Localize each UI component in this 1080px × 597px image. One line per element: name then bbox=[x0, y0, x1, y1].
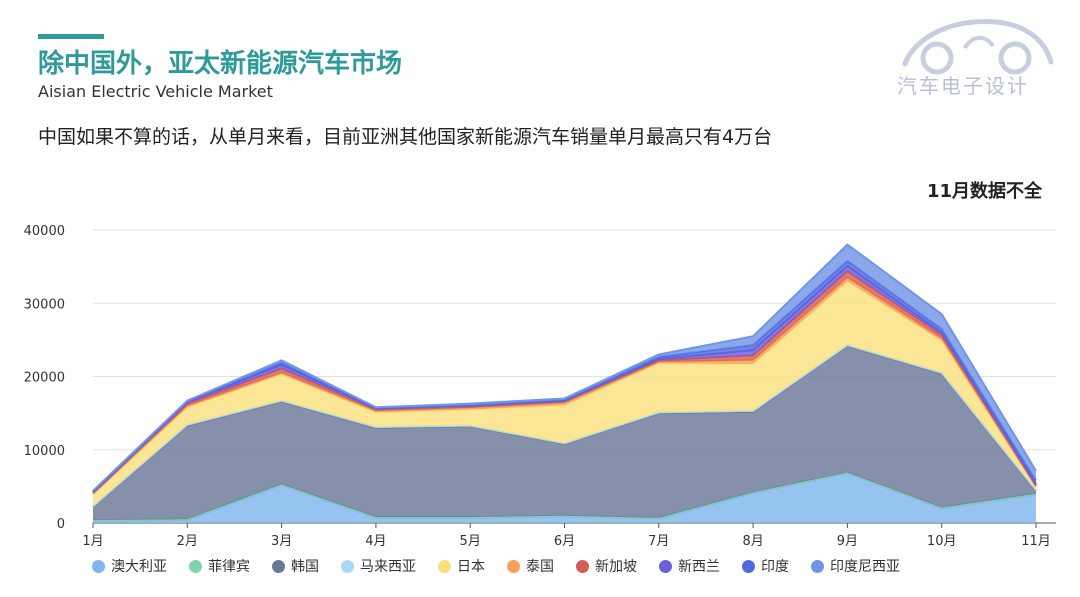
legend-item[interactable]: 日本 bbox=[438, 556, 485, 576]
area-韩国 bbox=[93, 345, 1036, 521]
legend-swatch bbox=[811, 559, 824, 573]
legend-item[interactable]: 印度尼西亚 bbox=[811, 556, 900, 576]
line-印度尼西亚 bbox=[92, 243, 1037, 492]
legend-swatch bbox=[659, 559, 672, 573]
area-日本 bbox=[93, 281, 1036, 507]
y-tick-label: 10000 bbox=[24, 444, 65, 459]
x-tick-label: 8月 bbox=[742, 534, 763, 549]
legend-item[interactable]: 泰国 bbox=[507, 556, 554, 576]
y-tick-label: 20000 bbox=[24, 371, 65, 386]
x-tick-label: 4月 bbox=[365, 534, 386, 549]
legend-item[interactable]: 韩国 bbox=[272, 556, 319, 576]
legend-swatch bbox=[438, 559, 451, 573]
logo-text: 汽车电子设计 bbox=[897, 74, 1029, 98]
legend-label: 印度尼西亚 bbox=[830, 559, 900, 575]
legend-label: 泰国 bbox=[526, 559, 554, 575]
legend-label: 菲律宾 bbox=[208, 559, 250, 575]
legend-item[interactable]: 澳大利亚 bbox=[92, 556, 167, 576]
page-title: 除中国外，亚太新能源汽车市场 bbox=[38, 49, 403, 79]
x-tick-label: 3月 bbox=[271, 534, 292, 549]
x-tick-label: 9月 bbox=[837, 534, 858, 549]
x-tick-label: 5月 bbox=[460, 534, 481, 549]
legend-label: 新西兰 bbox=[678, 559, 720, 575]
chart-legend: 澳大利亚 菲律宾 韩国 马来西亚 日本 泰国 新加坡 新西兰 印度 印度尼西亚 bbox=[92, 556, 922, 576]
y-tick-label: 30000 bbox=[24, 297, 65, 312]
legend-swatch bbox=[507, 559, 520, 573]
x-tick-label: 10月 bbox=[927, 534, 957, 549]
data-note: 11月数据不全 bbox=[926, 181, 1042, 202]
area-澳大利亚 bbox=[93, 473, 1036, 523]
legend-label: 马来西亚 bbox=[360, 559, 416, 575]
page-subtitle: Aisian Electric Vehicle Market bbox=[38, 82, 273, 101]
legend-label: 日本 bbox=[457, 559, 485, 575]
legend-item[interactable]: 印度 bbox=[742, 556, 789, 576]
legend-item[interactable]: 马来西亚 bbox=[341, 556, 416, 576]
x-tick-label: 6月 bbox=[554, 534, 575, 549]
y-tick-label: 40000 bbox=[24, 224, 65, 239]
y-tick-label: 0 bbox=[57, 517, 65, 532]
x-tick-label: 1月 bbox=[82, 534, 103, 549]
legend-item[interactable]: 菲律宾 bbox=[189, 556, 250, 576]
legend-swatch bbox=[189, 559, 202, 573]
legend-label: 新加坡 bbox=[595, 559, 637, 575]
x-tick-label: 2月 bbox=[177, 534, 198, 549]
title-accent-bar bbox=[38, 34, 104, 39]
headline-text: 中国如果不算的话，从单月来看，目前亚洲其他国家新能源汽车销量单月最高只有4万台 bbox=[38, 126, 773, 148]
legend-item[interactable]: 新加坡 bbox=[576, 556, 637, 576]
legend-swatch bbox=[272, 559, 285, 573]
legend-label: 韩国 bbox=[291, 559, 319, 575]
x-tick-label: 11月 bbox=[1021, 534, 1051, 549]
legend-item[interactable]: 新西兰 bbox=[659, 556, 720, 576]
legend-swatch bbox=[92, 559, 105, 573]
legend-swatch bbox=[576, 559, 589, 573]
legend-swatch bbox=[742, 559, 755, 573]
car-logo-icon bbox=[902, 18, 1054, 75]
legend-swatch bbox=[341, 559, 354, 573]
legend-label: 澳大利亚 bbox=[111, 559, 167, 575]
x-tick-label: 7月 bbox=[648, 534, 669, 549]
legend-label: 印度 bbox=[761, 559, 789, 575]
